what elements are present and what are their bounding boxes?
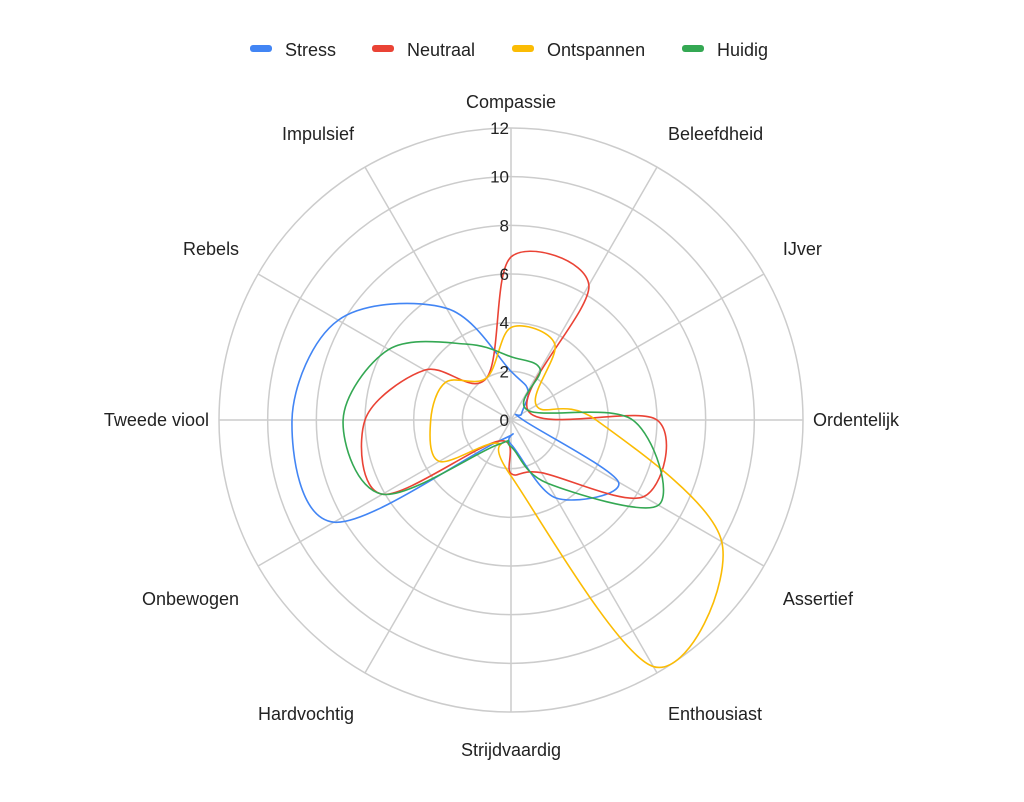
legend-label: Huidig (717, 40, 768, 60)
grid-spoke (510, 273, 765, 421)
ticks-layer: 0 2 4 6 8 10 12 (490, 119, 509, 430)
category-label-assertief: Assertief (783, 589, 854, 609)
grid-spoke (364, 166, 512, 421)
series-line-huidig[interactable] (342, 340, 665, 509)
legend-swatch (682, 45, 704, 52)
series-line-neutraal[interactable] (360, 250, 668, 499)
category-label-hardvochtig: Hardvochtig (258, 704, 354, 724)
legend-swatch (512, 45, 534, 52)
category-label-rebels: Rebels (183, 239, 239, 259)
category-label-ijver: IJver (783, 239, 822, 259)
legend-label: Stress (285, 40, 336, 60)
grid-spoke (257, 273, 512, 421)
tick-label: 6 (500, 265, 509, 284)
category-label-strijdvaardig: Strijdvaardig (461, 740, 561, 760)
grid-spoke (364, 419, 512, 674)
tick-label: 10 (490, 168, 509, 187)
legend-item-ontspannen[interactable]: Ontspannen (512, 40, 645, 60)
category-label-beleefdheid: Beleefdheid (668, 124, 763, 144)
tick-label: 8 (500, 216, 509, 235)
category-labels: Compassie Beleefdheid IJver Ordentelijk Asse… (104, 92, 900, 760)
grid-spoke (257, 419, 512, 567)
legend-label: Neutraal (407, 40, 475, 60)
legend-swatch (250, 45, 272, 52)
category-label-impulsief: Impulsief (282, 124, 355, 144)
category-label-enthousiast: Enthousiast (668, 704, 762, 724)
tick-label: 4 (500, 314, 509, 333)
tick-label: 0 (500, 411, 509, 430)
category-label-tweede-viool: Tweede viool (104, 410, 209, 430)
legend-item-huidig[interactable]: Huidig (682, 40, 768, 60)
grid-layer (218, 127, 804, 713)
tick-label: 12 (490, 119, 509, 138)
legend-swatch (372, 45, 394, 52)
category-label-onbewogen: Onbewogen (142, 589, 239, 609)
grid-spoke (510, 166, 658, 421)
legend[interactable]: Stress Neutraal Ontspannen Huidig (250, 40, 768, 60)
series-layer (291, 250, 724, 669)
category-label-compassie: Compassie (466, 92, 556, 112)
legend-item-neutraal[interactable]: Neutraal (372, 40, 475, 60)
series-line-ontspannen[interactable] (429, 325, 724, 669)
legend-item-stress[interactable]: Stress (250, 40, 336, 60)
legend-label: Ontspannen (547, 40, 645, 60)
grid-spoke (510, 419, 658, 674)
category-label-ordentelijk: Ordentelijk (813, 410, 900, 430)
tick-label: 2 (500, 362, 509, 381)
series-line-stress[interactable] (291, 302, 620, 524)
